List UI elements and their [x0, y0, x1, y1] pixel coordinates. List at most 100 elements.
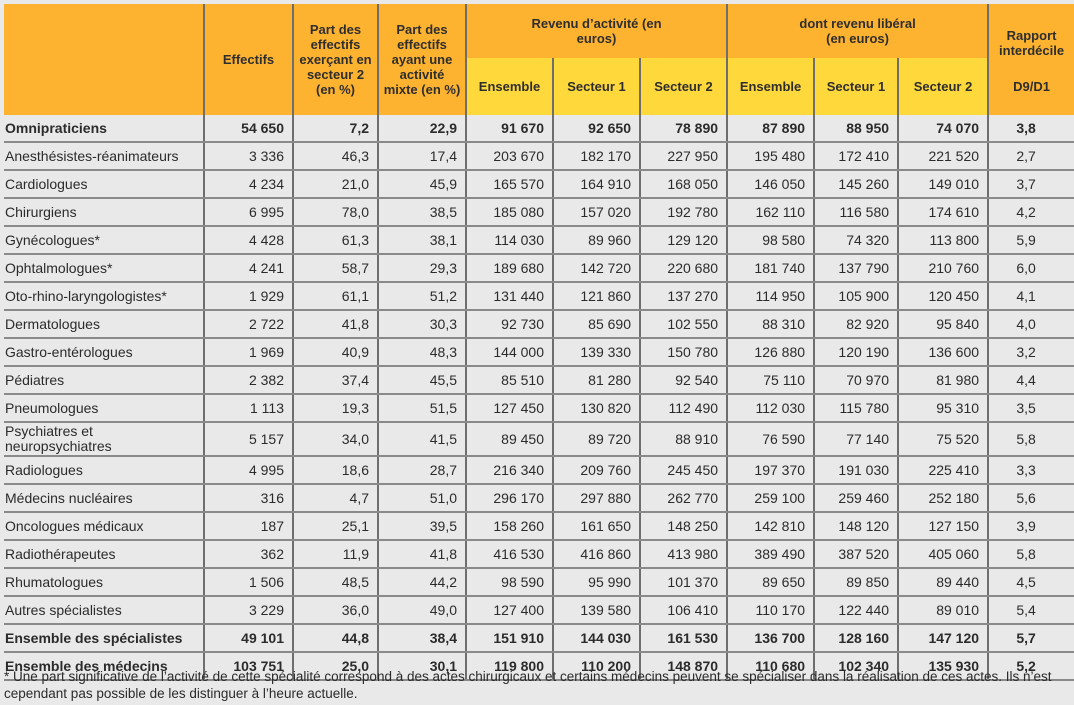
table-row: Radiothérapeutes 362 11,9 41,8 416 530 416 86…: [4, 540, 1074, 569]
cell-value: 58,7: [292, 254, 378, 283]
cell-value: 78,0: [292, 198, 378, 227]
cell-value: 48,5: [292, 568, 378, 597]
cell-value: 316: [203, 484, 293, 513]
cell-value: 89 720: [552, 422, 640, 457]
cell-value: 92 650: [552, 115, 640, 143]
header-part-mixte: Part des effectifs ayant une activité mi…: [377, 4, 466, 115]
cell-value: 187: [203, 512, 293, 541]
cell-value: 17,4: [377, 142, 466, 171]
cell-value: 168 050: [638, 170, 728, 199]
cell-value: 192 780: [638, 198, 728, 227]
cell-value: 54 650: [203, 115, 293, 143]
cell-value: 131 440: [465, 282, 553, 311]
cell-value: 87 890: [726, 115, 815, 143]
cell-value: 1 506: [203, 568, 293, 597]
cell-value: 75 520: [897, 422, 989, 457]
cell-value: 92 540: [638, 366, 728, 395]
cell-value: 29,3: [377, 254, 466, 283]
cell-value: 95 840: [897, 310, 989, 339]
cell-value: 174 610: [897, 198, 989, 227]
cell-value: 4,1: [987, 282, 1074, 311]
cell-value: 297 880: [552, 484, 640, 513]
cell-value: 158 260: [465, 512, 553, 541]
cell-value: 101 370: [638, 568, 728, 597]
cell-value: 41,8: [377, 540, 466, 569]
cell-value: 139 580: [552, 596, 640, 625]
cell-value: 41,8: [292, 310, 378, 339]
cell-value: 165 570: [465, 170, 553, 199]
cell-value: 74 320: [813, 226, 899, 255]
table-row: Autres spécialistes 3 229 36,0 49,0 127 400 1…: [4, 596, 1074, 625]
header-rapport: Rapport interdécile: [987, 4, 1074, 58]
cell-value: 75 110: [726, 366, 815, 395]
table-row: Rhumatologues 1 506 48,5 44,2 98 590 95 990 10…: [4, 568, 1074, 597]
row-label: Médecins nucléaires: [4, 484, 204, 513]
cell-value: 136 700: [726, 624, 815, 653]
cell-value: 221 520: [897, 142, 989, 171]
table-row: Gastro-entérologues 1 969 40,9 48,3 144 000 1…: [4, 338, 1074, 367]
cell-value: 105 900: [813, 282, 899, 311]
cell-value: 210 760: [897, 254, 989, 283]
cell-value: 4,4: [987, 366, 1074, 395]
cell-value: 89 440: [897, 568, 989, 597]
header-rev-secteur2: Secteur 2: [638, 58, 728, 115]
cell-value: 2 382: [203, 366, 293, 395]
cell-value: 48,3: [377, 338, 466, 367]
cell-value: 181 740: [726, 254, 815, 283]
cell-value: 120 190: [813, 338, 899, 367]
cell-value: 30,3: [377, 310, 466, 339]
cell-value: 110 170: [726, 596, 815, 625]
cell-value: 37,4: [292, 366, 378, 395]
cell-value: 81 280: [552, 366, 640, 395]
cell-value: 112 030: [726, 394, 815, 423]
cell-value: 21,0: [292, 170, 378, 199]
table-row: Omnipraticiens 54 650 7,2 22,9 91 670 92 650 7…: [4, 115, 1074, 143]
cell-value: 46,3: [292, 142, 378, 171]
table-row: Médecins nucléaires 316 4,7 51,0 296 170 297 …: [4, 484, 1074, 513]
cell-value: 38,1: [377, 226, 466, 255]
cell-value: 203 670: [465, 142, 553, 171]
cell-value: 88 950: [813, 115, 899, 143]
header-lib-secteur1: Secteur 1: [813, 58, 899, 115]
cell-value: 30,1: [377, 652, 466, 681]
cell-value: 5,6: [987, 484, 1074, 513]
table-row: Anesthésistes-réanimateurs 3 336 46,3 17,4 2…: [4, 142, 1074, 171]
cell-value: 4,5: [987, 568, 1074, 597]
cell-value: 157 020: [552, 198, 640, 227]
table-row: Oto-rhino-laryngologistes* 1 929 61,1 51,2 1…: [4, 282, 1074, 311]
table-row: Oncologues médicaux 187 25,1 39,5 158 260 161…: [4, 512, 1074, 541]
cell-value: 88 310: [726, 310, 815, 339]
cell-value: 51,2: [377, 282, 466, 311]
cell-value: 5,8: [987, 422, 1074, 457]
cell-value: 4 241: [203, 254, 293, 283]
header-blank: [4, 4, 204, 115]
row-label: Omnipraticiens: [4, 115, 204, 143]
cell-value: 116 580: [813, 198, 899, 227]
cell-value: 245 450: [638, 456, 728, 485]
cell-value: 78 890: [638, 115, 728, 143]
cell-value: 139 330: [552, 338, 640, 367]
cell-value: 25,0: [292, 652, 378, 681]
cell-value: 1 969: [203, 338, 293, 367]
cell-value: 44,8: [292, 624, 378, 653]
cell-value: 3,5: [987, 394, 1074, 423]
row-label: Chirurgiens: [4, 198, 204, 227]
cell-value: 110 680: [726, 652, 815, 681]
cell-value: 127 450: [465, 394, 553, 423]
cell-value: 148 120: [813, 512, 899, 541]
cell-value: 144 000: [465, 338, 553, 367]
row-label: Oto-rhino-laryngologistes*: [4, 282, 204, 311]
header-effectifs: Effectifs: [203, 4, 293, 115]
cell-value: 85 690: [552, 310, 640, 339]
cell-value: 142 810: [726, 512, 815, 541]
table-row: Cardiologues 4 234 21,0 45,9 165 570 164 910 1…: [4, 170, 1074, 199]
cell-value: 122 440: [813, 596, 899, 625]
row-label: Ensemble des spécialistes: [4, 624, 204, 653]
cell-value: 3,8: [987, 115, 1074, 143]
row-label: Dermatologues: [4, 310, 204, 339]
cell-value: 112 490: [638, 394, 728, 423]
cell-value: 135 930: [897, 652, 989, 681]
table-row: Chirurgiens 6 995 78,0 38,5 185 080 157 020 19…: [4, 198, 1074, 227]
row-label: Autres spécialistes: [4, 596, 204, 625]
cell-value: 45,5: [377, 366, 466, 395]
